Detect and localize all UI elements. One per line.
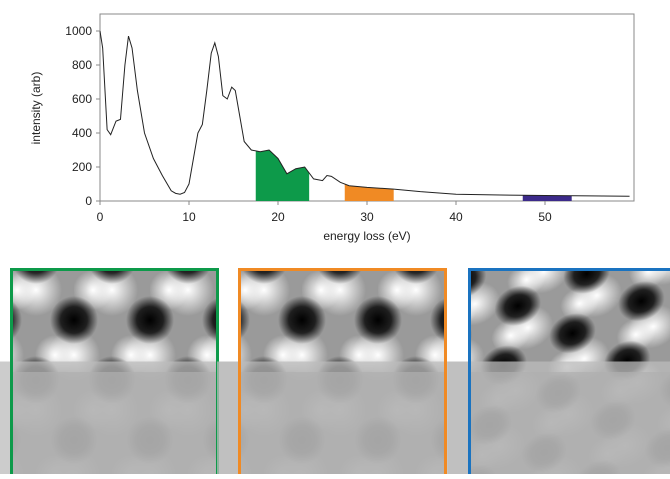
panel (238, 268, 447, 474)
panel (10, 268, 219, 474)
x-tick-label: 30 (360, 210, 374, 224)
image-panels (10, 268, 670, 474)
y-axis-label: intensity (arb) (29, 72, 43, 145)
x-tick-label: 20 (271, 210, 285, 224)
y-tick-label: 800 (72, 58, 92, 72)
spectrum-line (100, 31, 630, 196)
x-axis-label: energy loss (eV) (323, 229, 410, 243)
x-tick-label: 10 (182, 210, 196, 224)
energy-window (256, 150, 309, 201)
y-tick-label: 0 (85, 194, 92, 208)
plot-frame (100, 14, 634, 201)
energy-window (345, 184, 394, 201)
y-tick-label: 1000 (65, 24, 92, 38)
panel (468, 268, 670, 474)
x-tick-label: 50 (538, 210, 552, 224)
y-tick-label: 600 (72, 92, 92, 106)
y-tick-label: 400 (72, 126, 92, 140)
y-tick-label: 200 (72, 160, 92, 174)
x-tick-label: 0 (97, 210, 104, 224)
x-tick-label: 40 (449, 210, 463, 224)
